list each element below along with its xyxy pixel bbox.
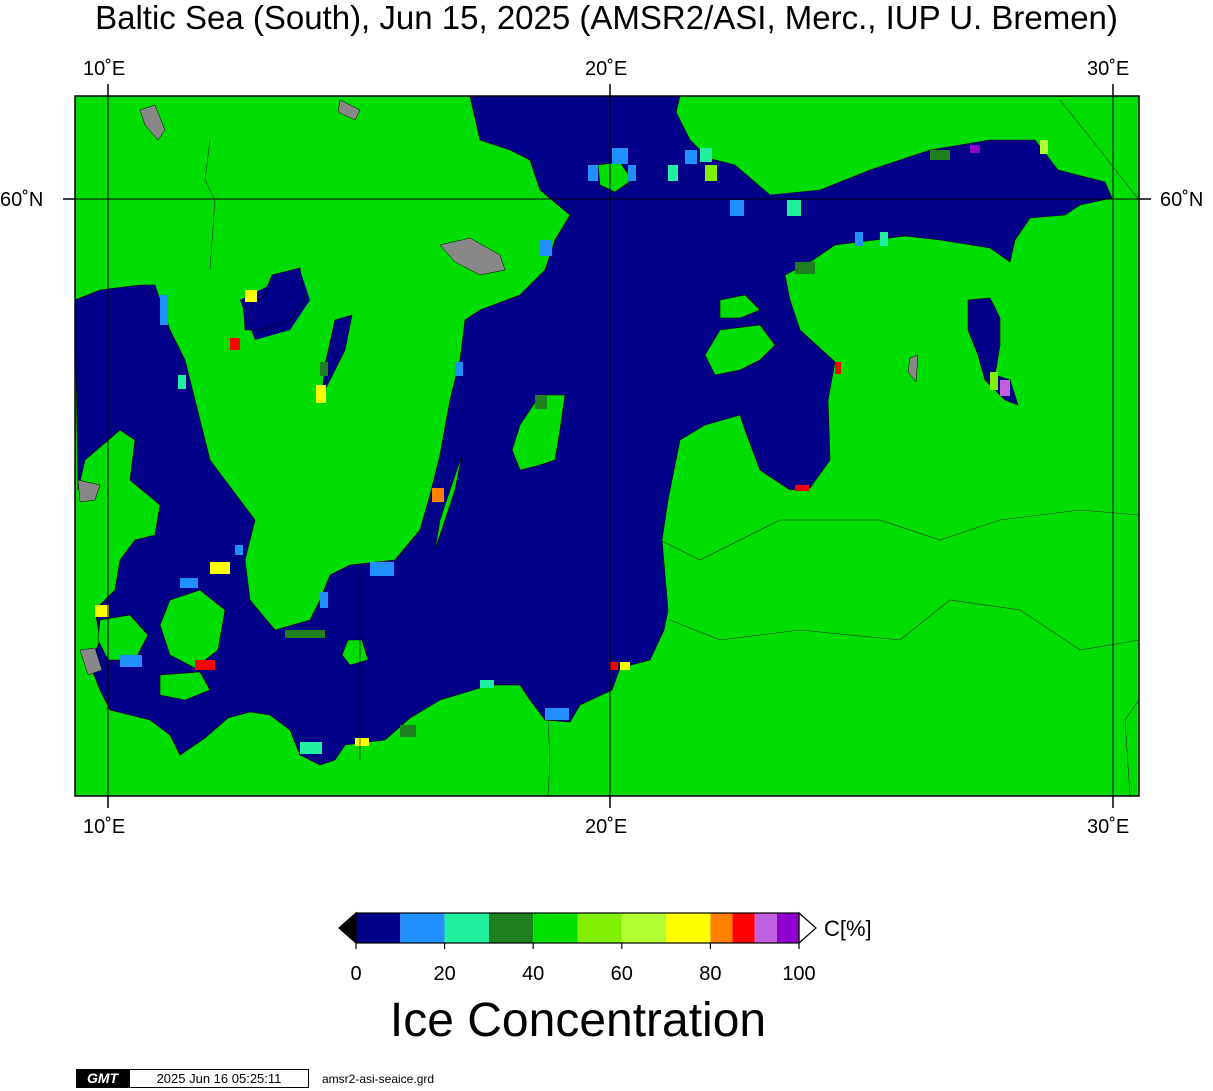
colorbar [338, 911, 817, 949]
colorbar-tick-label: 60 [610, 963, 633, 985]
colorbar-tick-label: 100 [782, 963, 816, 985]
no-data-patch [139, 104, 166, 141]
colorbar-class-7 [666, 913, 711, 943]
island-hiiumaa [719, 294, 761, 319]
island-lolland [159, 671, 211, 701]
island-bornholm [341, 639, 369, 666]
lon-label-top-20e: 20˚E [585, 58, 628, 80]
colorbar-class-5 [577, 913, 622, 943]
colorbar-class-8 [710, 913, 733, 943]
colorbar-class-4 [533, 913, 578, 943]
lon-label-bottom-30e: 30˚E [1087, 816, 1130, 838]
island-saaremaa [704, 324, 776, 376]
lon-label-top-30e: 30˚E [1087, 58, 1130, 80]
colorbar-class-0 [356, 913, 401, 943]
colorbar-tick-label: 80 [699, 963, 722, 985]
no-data-patch [439, 237, 506, 276]
colorbar-class-11 [776, 913, 799, 943]
colorbar-unit: C[%] [824, 916, 872, 941]
gmt-logo: GMT [76, 1069, 129, 1088]
island-oland [434, 454, 463, 551]
colorbar-outline [355, 912, 800, 944]
colorbar-class-3 [488, 913, 534, 943]
baltic-sea-water [74, 95, 1113, 766]
frame-ticks [63, 84, 1151, 808]
island-gotland [511, 394, 566, 471]
colorbar-class-6 [621, 913, 667, 943]
colorbar-tick-label: 20 [433, 963, 456, 985]
no-data-patch [79, 647, 103, 676]
lake-ladoga [967, 297, 1019, 406]
lon-label-bottom-20e: 20˚E [585, 816, 628, 838]
colorbar-class-1 [400, 913, 445, 943]
colorbar-class-2 [444, 913, 489, 943]
colorbar-tick-label: 40 [522, 963, 545, 985]
no-data-patch [337, 99, 361, 121]
colorbar-tick-label: 0 [350, 963, 362, 985]
no-data-patch [907, 354, 919, 383]
lake-vanern [242, 267, 306, 331]
colorbar-title: Ice Concentration [389, 994, 767, 1047]
graticule [75, 96, 1139, 796]
lat-label-left-60n: 60˚N [0, 189, 44, 211]
lon-label-bottom-10e: 10˚E [83, 816, 126, 838]
no-data-patch [77, 479, 101, 503]
map-title: Baltic Sea (South), Jun 15, 2025 (AMSR2/… [95, 0, 1118, 36]
country-borders [204, 99, 1140, 797]
coastal-pixels [95, 140, 1048, 754]
colorbar-class-9 [732, 913, 755, 943]
colorbar-under-triangle [338, 911, 357, 945]
lon-label-top-10e: 10˚E [83, 58, 126, 80]
island-zealand [159, 589, 226, 669]
map-frame [74, 95, 1140, 797]
colorbar-over-triangle [798, 911, 817, 945]
map-border [74, 95, 1140, 797]
gmt-filename: amsr2-asi-seaice.grd [322, 1072, 435, 1086]
colorbar-class-10 [754, 913, 777, 943]
lat-label-right-60n: 60˚N [1160, 189, 1204, 211]
gmt-timestamp: 2025 Jun 16 05:25:11 [129, 1069, 309, 1088]
